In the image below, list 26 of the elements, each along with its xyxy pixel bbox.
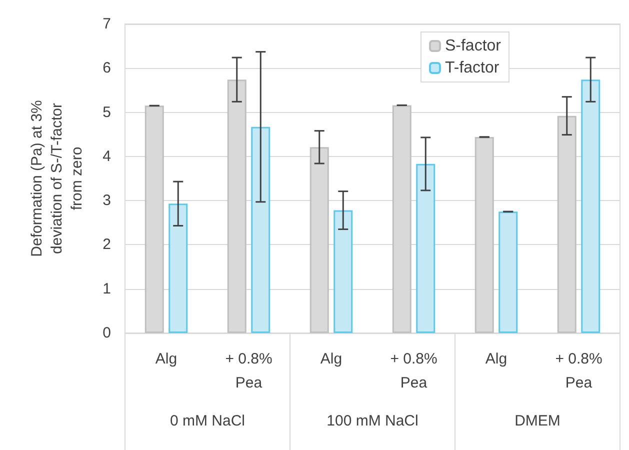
y-tick-label: 1 — [102, 280, 111, 298]
y-tick-label: 6 — [102, 60, 111, 77]
y-tick-label: 7 — [102, 16, 111, 32]
y-axis-title: Deformation (Pa) at 3% deviation of S-/T-factor from zero — [28, 100, 86, 257]
x-tick-label: + 0.8% Pea — [390, 350, 438, 392]
y-tick-label: 5 — [102, 104, 111, 121]
bar — [581, 80, 600, 333]
x-tick-label: Alg — [485, 350, 508, 368]
text: 100 mM NaCl — [326, 412, 418, 430]
bar — [498, 212, 518, 333]
y-tick-label: 0 — [102, 324, 111, 342]
legend-label: T-factor — [444, 60, 500, 76]
text: DMEM — [514, 412, 560, 430]
text: 0 mM NaCl — [170, 412, 246, 430]
x-tick-label: Alg — [320, 350, 342, 368]
x-tick-label: Alg — [155, 350, 178, 368]
bar — [168, 204, 188, 333]
y-tick-label: 2 — [102, 236, 111, 254]
bar — [251, 126, 270, 333]
y-tick-label: 4 — [102, 148, 111, 165]
x-tick-label: + 0.8% Pea — [555, 350, 602, 392]
y-tick-label: 3 — [102, 192, 111, 210]
bar — [334, 210, 353, 333]
bar — [416, 164, 436, 333]
legend-label: S-factor — [444, 38, 502, 54]
x-tick-label: + 0.8% Pea — [225, 350, 272, 392]
